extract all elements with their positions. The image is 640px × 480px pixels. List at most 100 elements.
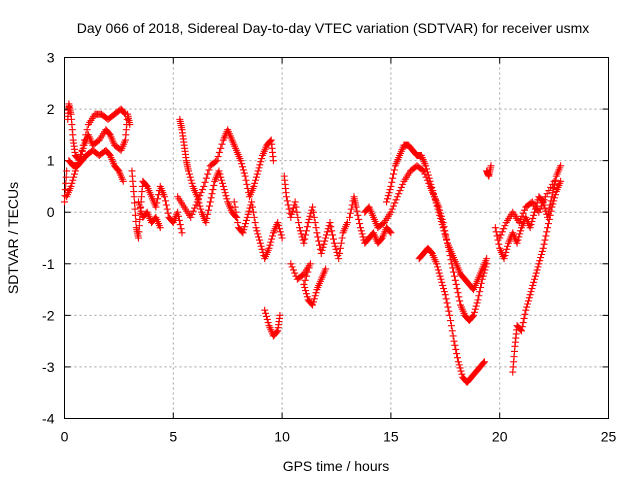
data-point xyxy=(353,207,361,215)
data-point xyxy=(114,166,122,174)
data-point xyxy=(551,191,559,199)
data-point xyxy=(528,285,536,293)
data-point xyxy=(545,215,553,223)
data-point xyxy=(62,179,70,187)
data-point xyxy=(541,236,549,244)
data-point xyxy=(454,358,462,366)
data-point xyxy=(264,319,272,327)
data-point xyxy=(536,205,544,213)
data-point xyxy=(188,210,196,218)
data-point xyxy=(427,248,435,256)
data-point xyxy=(222,192,230,200)
data-point xyxy=(83,126,91,134)
data-point xyxy=(518,212,526,220)
data-point xyxy=(177,225,185,233)
data-point xyxy=(390,166,398,174)
data-point xyxy=(301,235,309,243)
data-point xyxy=(542,232,550,240)
data-point xyxy=(529,214,537,222)
data-point xyxy=(152,203,160,211)
data-point xyxy=(296,227,304,235)
data-point xyxy=(197,189,205,197)
data-point xyxy=(441,230,449,238)
data-point xyxy=(428,183,436,191)
data-point xyxy=(252,173,260,181)
data-point xyxy=(475,292,483,300)
data-point xyxy=(126,121,134,129)
data-point xyxy=(70,173,78,181)
grid xyxy=(64,57,609,419)
data-point xyxy=(234,219,242,227)
data-point xyxy=(197,205,205,213)
data-point xyxy=(473,299,481,307)
data-point xyxy=(252,176,260,184)
data-point xyxy=(356,224,364,232)
data-point xyxy=(338,234,346,242)
data-point xyxy=(61,198,68,206)
data-point xyxy=(288,263,296,271)
data-point xyxy=(187,213,195,221)
data-point xyxy=(175,216,183,224)
data-point xyxy=(425,174,433,182)
data-point xyxy=(474,296,482,304)
data-point xyxy=(424,171,432,179)
data-point xyxy=(455,293,463,301)
data-point xyxy=(189,207,197,215)
data-point xyxy=(249,208,257,216)
data-point xyxy=(450,268,458,276)
plot-frame xyxy=(64,57,609,419)
data-point xyxy=(418,166,426,174)
data-point xyxy=(237,157,245,165)
data-point xyxy=(262,309,270,317)
data-point xyxy=(119,177,127,185)
data-point xyxy=(253,170,261,178)
data-point xyxy=(439,281,447,289)
data-point xyxy=(288,210,296,218)
data-point xyxy=(200,182,208,190)
data-point xyxy=(543,190,551,198)
data-point xyxy=(251,179,259,187)
data-point xyxy=(238,160,246,168)
data-point xyxy=(68,179,76,187)
data-point xyxy=(458,370,466,378)
data-point xyxy=(522,306,530,314)
data-point xyxy=(470,308,478,316)
data-point xyxy=(435,208,443,216)
data-point xyxy=(388,205,396,213)
data-point xyxy=(135,228,143,236)
data-point xyxy=(387,208,395,216)
data-point xyxy=(309,208,317,216)
data-point xyxy=(514,236,522,244)
data-point xyxy=(242,216,250,224)
data-point xyxy=(445,307,453,315)
data-point xyxy=(550,177,558,185)
data-point xyxy=(250,182,258,190)
data-point xyxy=(480,359,488,367)
data-point xyxy=(71,170,79,178)
data-point xyxy=(452,280,460,288)
data-point xyxy=(537,251,545,259)
data-point xyxy=(527,221,535,229)
data-point xyxy=(219,182,227,190)
data-point xyxy=(537,202,545,210)
data-point xyxy=(309,203,317,211)
data-point xyxy=(291,269,299,277)
data-point xyxy=(275,225,283,233)
data-point xyxy=(501,252,509,260)
data-point xyxy=(302,287,310,295)
data-point xyxy=(198,186,206,194)
data-point xyxy=(539,244,547,252)
data-point xyxy=(241,223,249,231)
data-point xyxy=(79,141,87,149)
data-point xyxy=(63,167,71,175)
data-point xyxy=(131,211,139,219)
data-point xyxy=(526,224,534,232)
data-point xyxy=(309,301,317,309)
data-point xyxy=(130,193,138,201)
data-point xyxy=(517,215,525,223)
data-point xyxy=(216,170,224,178)
data-point xyxy=(322,231,330,239)
data-point xyxy=(121,110,129,118)
data-point xyxy=(105,130,113,138)
data-point xyxy=(253,227,261,235)
